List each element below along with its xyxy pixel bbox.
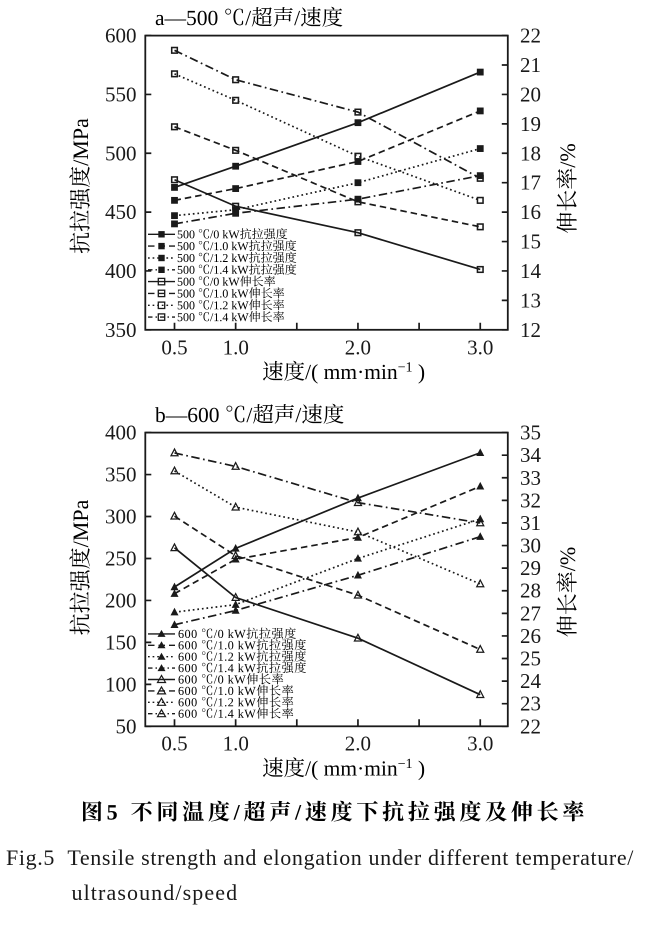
svg-text:3.0: 3.0 (467, 336, 493, 360)
svg-text:18: 18 (520, 141, 541, 165)
svg-text:26: 26 (520, 624, 541, 648)
svg-text:1.0: 1.0 (223, 336, 249, 360)
svg-text:33: 33 (520, 466, 541, 490)
svg-text:31: 31 (520, 511, 541, 535)
svg-text:1.0: 1.0 (223, 732, 249, 756)
svg-text:24: 24 (520, 669, 542, 693)
svg-text:15: 15 (520, 230, 541, 254)
svg-text:250: 250 (105, 547, 137, 571)
svg-text:27: 27 (520, 601, 541, 625)
svg-text:450: 450 (105, 200, 137, 224)
svg-text:Fig.5 Tensile strength and el: Fig.5 Tensile strength and elongation un… (6, 845, 634, 870)
svg-text:35: 35 (520, 421, 541, 445)
svg-text:34: 34 (520, 443, 542, 467)
svg-text:350: 350 (105, 318, 137, 342)
svg-text:22: 22 (520, 24, 541, 48)
svg-text:200: 200 (105, 588, 137, 612)
svg-text:14: 14 (520, 259, 542, 283)
svg-text:300: 300 (105, 505, 137, 529)
svg-text:32: 32 (520, 488, 541, 512)
svg-text:25: 25 (520, 647, 541, 671)
svg-text:2.0: 2.0 (345, 732, 371, 756)
svg-text:100: 100 (105, 672, 137, 696)
svg-text:ultrasound/speed: ultrasound/speed (72, 880, 239, 905)
svg-text:400: 400 (105, 259, 137, 283)
svg-text:16: 16 (520, 200, 541, 224)
svg-text:350: 350 (105, 463, 137, 487)
svg-text:19: 19 (520, 112, 541, 136)
svg-text:2.0: 2.0 (345, 336, 371, 360)
svg-text:3.0: 3.0 (467, 732, 493, 756)
svg-text:20: 20 (520, 82, 541, 106)
svg-text:17: 17 (520, 171, 541, 195)
svg-text:21: 21 (520, 53, 541, 77)
svg-text:23: 23 (520, 692, 541, 716)
svg-text:22: 22 (520, 714, 541, 738)
svg-text:30: 30 (520, 534, 541, 558)
svg-text:13: 13 (520, 288, 541, 312)
svg-text:550: 550 (105, 82, 137, 106)
svg-text:150: 150 (105, 630, 137, 654)
svg-text:28: 28 (520, 579, 541, 603)
svg-text:50: 50 (116, 714, 137, 738)
svg-text:600: 600 (105, 24, 137, 48)
svg-text:12: 12 (520, 318, 541, 342)
svg-text:500: 500 (105, 141, 137, 165)
svg-text:29: 29 (520, 556, 541, 580)
svg-text:0.5: 0.5 (161, 732, 187, 756)
svg-text:0.5: 0.5 (161, 336, 187, 360)
svg-text:400: 400 (105, 421, 137, 445)
